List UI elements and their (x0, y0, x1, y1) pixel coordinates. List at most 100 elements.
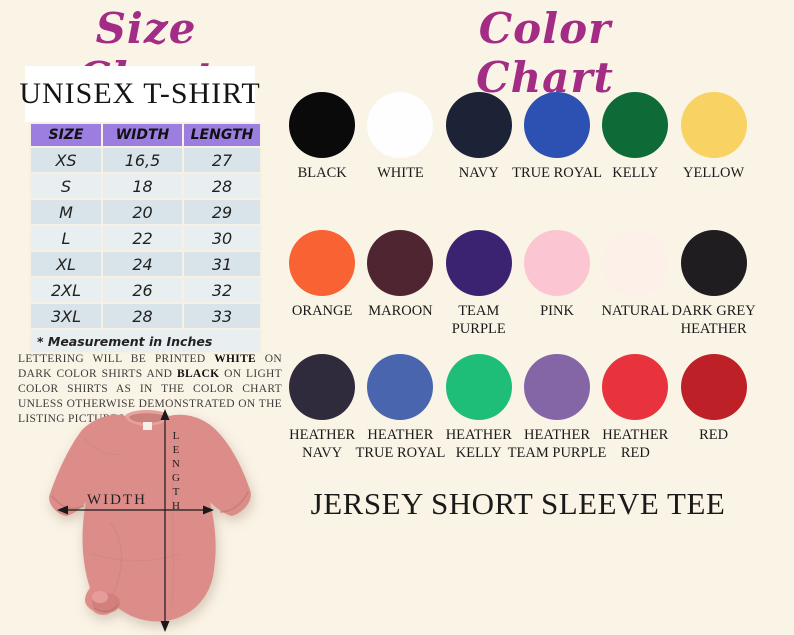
table-row: L 22 30 (29, 224, 262, 252)
swatch-label: NAVY (458, 165, 499, 181)
swatch-label: WHITE (377, 165, 424, 181)
color-swatch-true-royal: TRUE ROYAL (512, 92, 602, 182)
cell-width: 16,5 (101, 146, 184, 174)
color-swatch-red: RED (674, 354, 752, 462)
swatch-label: HEATHER TEAM PURPLE (507, 427, 607, 462)
measurement-lines (57, 409, 214, 632)
cell-size: L (29, 224, 103, 252)
cell-width: 24 (101, 250, 184, 278)
cell-length: 27 (182, 146, 262, 174)
col-header-width: WIDTH (101, 122, 184, 148)
swatch-circle (367, 92, 434, 158)
color-row-3: HEATHER NAVY HEATHER TRUE ROYAL HEATHER … (283, 354, 753, 462)
swatch-circle (367, 230, 434, 296)
cell-width: 18 (101, 172, 184, 200)
cell-width: 22 (101, 224, 184, 252)
note-text: ON DARK COLOR SHIRTS AND (18, 353, 282, 380)
product-heading: UNISEX T-SHIRT (19, 77, 261, 110)
color-swatch-heather-red: HEATHER RED (596, 354, 674, 462)
swatch-label: MAROON (368, 303, 433, 319)
table-row: 2XL 26 32 (29, 276, 262, 304)
swatch-label: KELLY (612, 165, 659, 181)
width-dimension-label: WIDTH (87, 492, 147, 508)
table-row: M 20 29 (29, 198, 262, 226)
swatch-circle (289, 230, 356, 296)
note-bold-white: WHITE (214, 353, 257, 365)
color-row-2: ORANGE MAROON TEAM PURPLE PINK NATURAL D… (283, 230, 756, 338)
cell-size: XS (29, 146, 103, 174)
note-bold-black: BLACK (176, 367, 220, 380)
cell-width: 20 (101, 198, 184, 226)
product-name: JERSEY SHORT SLEEVE TEE (310, 486, 726, 521)
swatch-circle (602, 92, 669, 158)
color-row-1: BLACK WHITE NAVY TRUE ROYAL KELLY YELLOW (283, 92, 753, 182)
swatch-label: NATURAL (601, 303, 670, 319)
color-swatch-pink: PINK (518, 230, 596, 338)
color-swatch-heather-team-purple: HEATHER TEAM PURPLE (508, 354, 606, 462)
swatch-circle (445, 230, 512, 296)
swatch-circle (367, 354, 434, 420)
size-table-header: SIZE WIDTH LENGTH (29, 122, 262, 148)
cell-width: 28 (101, 302, 184, 330)
color-swatch-orange: ORANGE (283, 230, 361, 338)
measurement-footnote: * Measurement in Inches (29, 328, 262, 354)
cell-length: 32 (182, 276, 262, 304)
tshirt-illustration (49, 409, 251, 632)
color-swatch-kelly: KELLY (596, 92, 674, 182)
cell-width: 26 (101, 276, 184, 304)
swatch-circle (680, 354, 747, 420)
swatch-circle (289, 354, 356, 420)
swatch-circle (445, 92, 512, 158)
cell-size: 3XL (29, 302, 103, 330)
product-heading-box: UNISEX T-SHIRT (19, 66, 260, 122)
swatch-label: HEATHER TRUE ROYAL (355, 427, 446, 462)
table-row: XL 24 31 (29, 250, 262, 278)
col-header-length: LENGTH (182, 122, 262, 148)
printing-note: LETTERING WILL BE PRINTED WHITE ON DARK … (18, 352, 282, 427)
size-table: SIZE WIDTH LENGTH XS 16,5 27 S 18 28 M 2… (29, 122, 262, 354)
col-header-size: SIZE (29, 122, 103, 148)
swatch-circle (445, 354, 512, 420)
color-swatch-yellow: YELLOW (674, 92, 752, 182)
swatch-label: HEATHER RED (602, 427, 669, 462)
swatch-label: HEATHER KELLY (445, 427, 512, 462)
cell-length: 29 (182, 198, 262, 226)
table-row: XS 16,5 27 (29, 146, 262, 174)
color-swatch-maroon: MAROON (361, 230, 439, 338)
swatch-circle (524, 92, 591, 158)
collar-tag (143, 422, 152, 430)
swatch-label: TEAM PURPLE (451, 303, 506, 338)
cell-length: 28 (182, 172, 262, 200)
note-text: LETTERING WILL BE PRINTED (18, 353, 215, 365)
table-footnote-row: * Measurement in Inches (29, 328, 262, 354)
swatch-label: RED (699, 427, 729, 443)
color-swatch-heather-kelly: HEATHER KELLY (440, 354, 518, 462)
swatch-circle (524, 230, 591, 296)
swatch-circle (289, 92, 356, 158)
cell-size: M (29, 198, 103, 226)
color-swatch-navy: NAVY (440, 92, 518, 182)
color-swatch-white: WHITE (361, 92, 439, 182)
color-swatch-heather-true-royal: HEATHER TRUE ROYAL (356, 354, 445, 462)
color-swatch-heather-navy: HEATHER NAVY (283, 354, 361, 462)
color-swatch-team-purple: TEAM PURPLE (440, 230, 518, 338)
cell-size: S (29, 172, 103, 200)
swatch-circle (680, 230, 747, 296)
cell-length: 33 (182, 302, 262, 330)
table-row: 3XL 28 33 (29, 302, 262, 330)
cell-size: XL (29, 250, 103, 278)
color-chart-title: Color Chart (476, 4, 614, 102)
swatch-label: TRUE ROYAL (512, 165, 602, 181)
swatch-label: PINK (540, 303, 574, 319)
swatch-circle (602, 230, 669, 296)
cell-length: 30 (182, 224, 262, 252)
color-swatch-dark-grey-heather: DARK GREY HEATHER (672, 230, 756, 338)
swatch-label: HEATHER NAVY (289, 427, 356, 462)
swatch-label: YELLOW (683, 165, 745, 181)
swatch-circle (602, 354, 669, 420)
tshirt-measurement-diagram: WIDTH LENGTH (22, 404, 278, 635)
note-text: ON LIGHT COLOR SHIRTS AS IN THE COLOR CH… (18, 367, 282, 425)
color-swatch-black: BLACK (283, 92, 361, 182)
swatch-circle (524, 354, 591, 420)
